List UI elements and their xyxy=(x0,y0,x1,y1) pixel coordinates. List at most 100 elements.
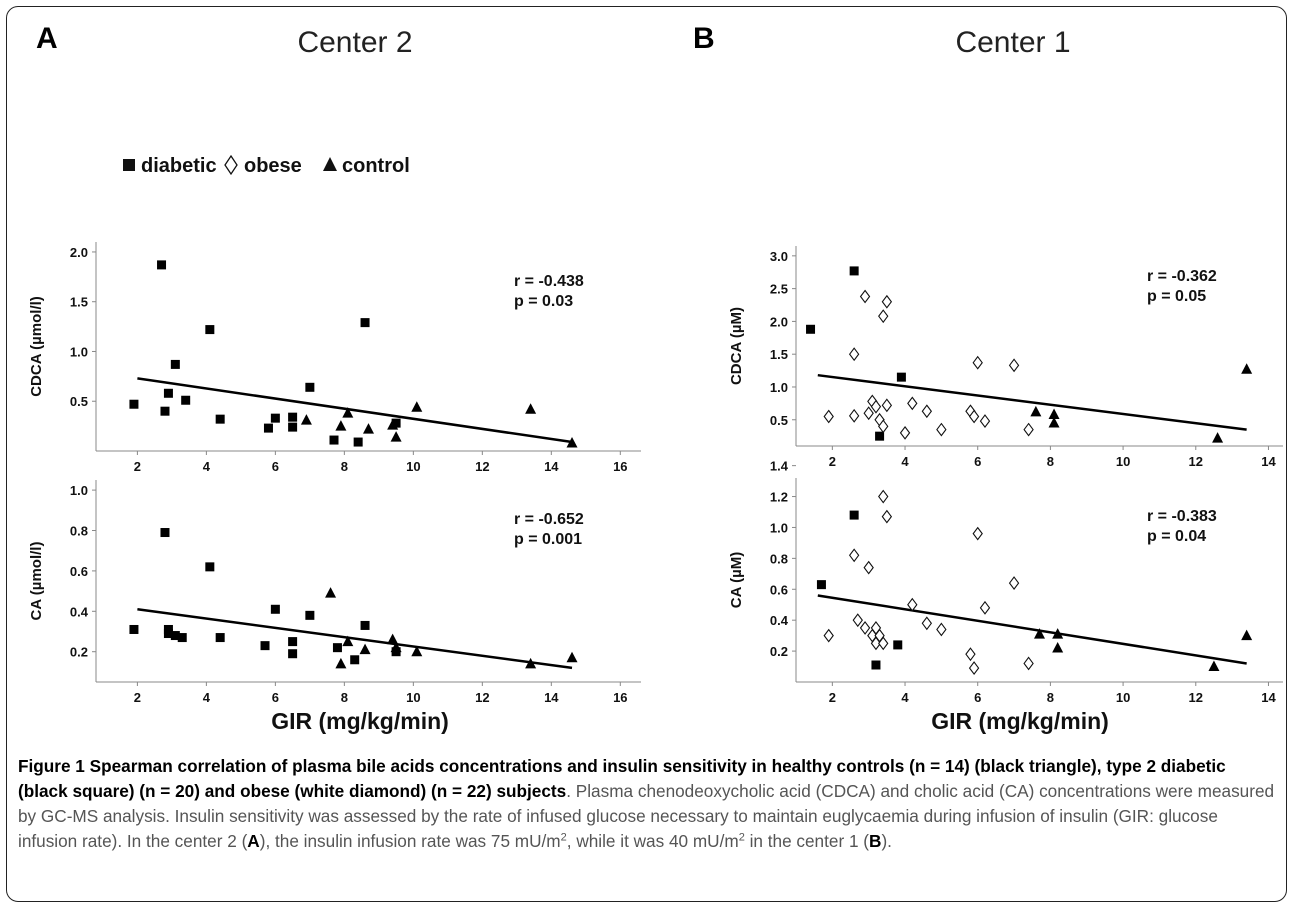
x-tick-label: 10 xyxy=(406,459,420,474)
obese-point xyxy=(863,560,874,575)
diabetic-point xyxy=(205,562,215,572)
y-tick-label: 1.4 xyxy=(770,459,789,474)
y-tick-label: 1.5 xyxy=(770,347,788,362)
diabetic-point xyxy=(288,422,298,432)
x-tick-label: 2 xyxy=(829,690,836,705)
regression-line xyxy=(137,608,573,670)
y-tick-label: 0.5 xyxy=(70,394,88,409)
control-point xyxy=(335,420,347,431)
obese-point xyxy=(965,647,976,662)
x-tick-label: 12 xyxy=(475,459,489,474)
correlation-annotation: p = 0.05 xyxy=(1147,288,1206,305)
correlation-annotation: p = 0.04 xyxy=(1147,528,1206,545)
panel-b-xlabel: GIR (mg/kg/min) xyxy=(931,708,1109,734)
x-tick-label: 8 xyxy=(341,459,348,474)
control-point xyxy=(359,643,371,655)
diabetic-point xyxy=(181,395,191,405)
x-tick-label: 16 xyxy=(613,690,627,705)
obese-point xyxy=(907,597,918,612)
diabetic-point xyxy=(305,382,315,392)
caption-sup-1: 2 xyxy=(560,831,567,844)
regression-line xyxy=(137,377,573,444)
obese-point xyxy=(863,406,874,421)
control-point xyxy=(342,407,354,418)
caption-text-3: , while it was 40 mU/m xyxy=(566,831,739,851)
y-axis-label: CA (µM) xyxy=(728,552,745,608)
correlation-annotation: r = -0.652 xyxy=(514,511,584,528)
caption-sup-2: 2 xyxy=(738,831,745,844)
diabetic-point xyxy=(177,633,187,643)
correlation-annotation: r = -0.362 xyxy=(1147,268,1217,285)
obese-point xyxy=(979,600,991,615)
obese-point xyxy=(1008,358,1020,373)
x-tick-label: 2 xyxy=(829,454,836,469)
diabetic-point xyxy=(263,423,273,433)
diabetic-point xyxy=(816,580,826,590)
y-tick-label: 0.6 xyxy=(770,582,788,597)
y-tick-label: 3.0 xyxy=(770,249,788,264)
x-tick-label: 12 xyxy=(1189,454,1203,469)
diabetic-point xyxy=(329,435,339,445)
control-point xyxy=(1048,408,1060,420)
diabetic-point xyxy=(893,640,903,650)
panel-b-title: Center 1 xyxy=(955,26,1070,59)
x-tick-label: 8 xyxy=(341,690,348,705)
panel-b-letter: B xyxy=(693,22,715,55)
diabetic-point xyxy=(205,325,215,335)
obese-point xyxy=(878,309,889,324)
caption-letter-a: A xyxy=(247,831,260,851)
obese-point xyxy=(848,548,860,563)
diabetic-point xyxy=(157,260,167,270)
y-tick-label: 0.8 xyxy=(770,551,788,566)
diabetic-point xyxy=(391,418,401,428)
obese-point xyxy=(881,509,893,524)
diabetic-point xyxy=(806,324,816,334)
figure-caption: Figure 1 Spearman correlation of plasma … xyxy=(18,754,1276,854)
obese-point xyxy=(823,409,834,424)
y-axis-label: CDCA (µM) xyxy=(728,307,745,385)
x-tick-label: 14 xyxy=(1261,690,1276,705)
x-tick-label: 10 xyxy=(406,690,420,705)
control-point xyxy=(387,633,399,645)
figure-frame xyxy=(6,6,1287,902)
x-tick-label: 8 xyxy=(1047,690,1054,705)
control-point xyxy=(411,401,423,412)
plot-a-cdca: 2 4 6 8 10 12 14 16 0.5 1.0 1.5 2.0 CDCA (µmol/l) r =… xyxy=(28,242,641,474)
diabetic-point xyxy=(215,633,225,643)
diabetic-point xyxy=(288,649,298,659)
control-point xyxy=(1052,628,1064,639)
x-tick-label: 8 xyxy=(1047,454,1054,469)
obese-point xyxy=(1023,422,1034,437)
diabetic-point xyxy=(270,604,280,614)
diabetic-point xyxy=(129,624,139,634)
obese-point xyxy=(968,409,980,424)
x-tick-label: 16 xyxy=(613,459,627,474)
diabetic-point xyxy=(260,641,270,651)
correlation-annotation: r = -0.383 xyxy=(1147,508,1217,525)
x-tick-label: 2 xyxy=(134,459,141,474)
obese-point xyxy=(921,404,933,419)
control-point xyxy=(363,423,374,434)
control-point xyxy=(390,641,402,653)
y-tick-label: 1.5 xyxy=(70,295,88,310)
control-point xyxy=(1052,642,1064,653)
obese-point xyxy=(859,620,871,635)
obese-point xyxy=(848,408,860,423)
obese-point xyxy=(881,398,893,413)
y-tick-label: 0.4 xyxy=(70,604,89,619)
control-point xyxy=(1208,660,1220,672)
diabetic-point xyxy=(875,431,885,441)
control-point xyxy=(1212,432,1224,443)
x-tick-label: 4 xyxy=(203,459,211,474)
control-point xyxy=(525,403,537,414)
x-tick-label: 6 xyxy=(974,454,981,469)
diabetic-point xyxy=(360,318,370,328)
control-point xyxy=(342,635,354,647)
control-point xyxy=(525,657,537,669)
diabetic-point xyxy=(160,528,170,538)
y-tick-label: 0.2 xyxy=(70,645,88,660)
obese-point xyxy=(852,613,863,628)
obese-point xyxy=(881,294,893,309)
obese-point xyxy=(972,355,983,370)
obese-point xyxy=(907,396,918,411)
